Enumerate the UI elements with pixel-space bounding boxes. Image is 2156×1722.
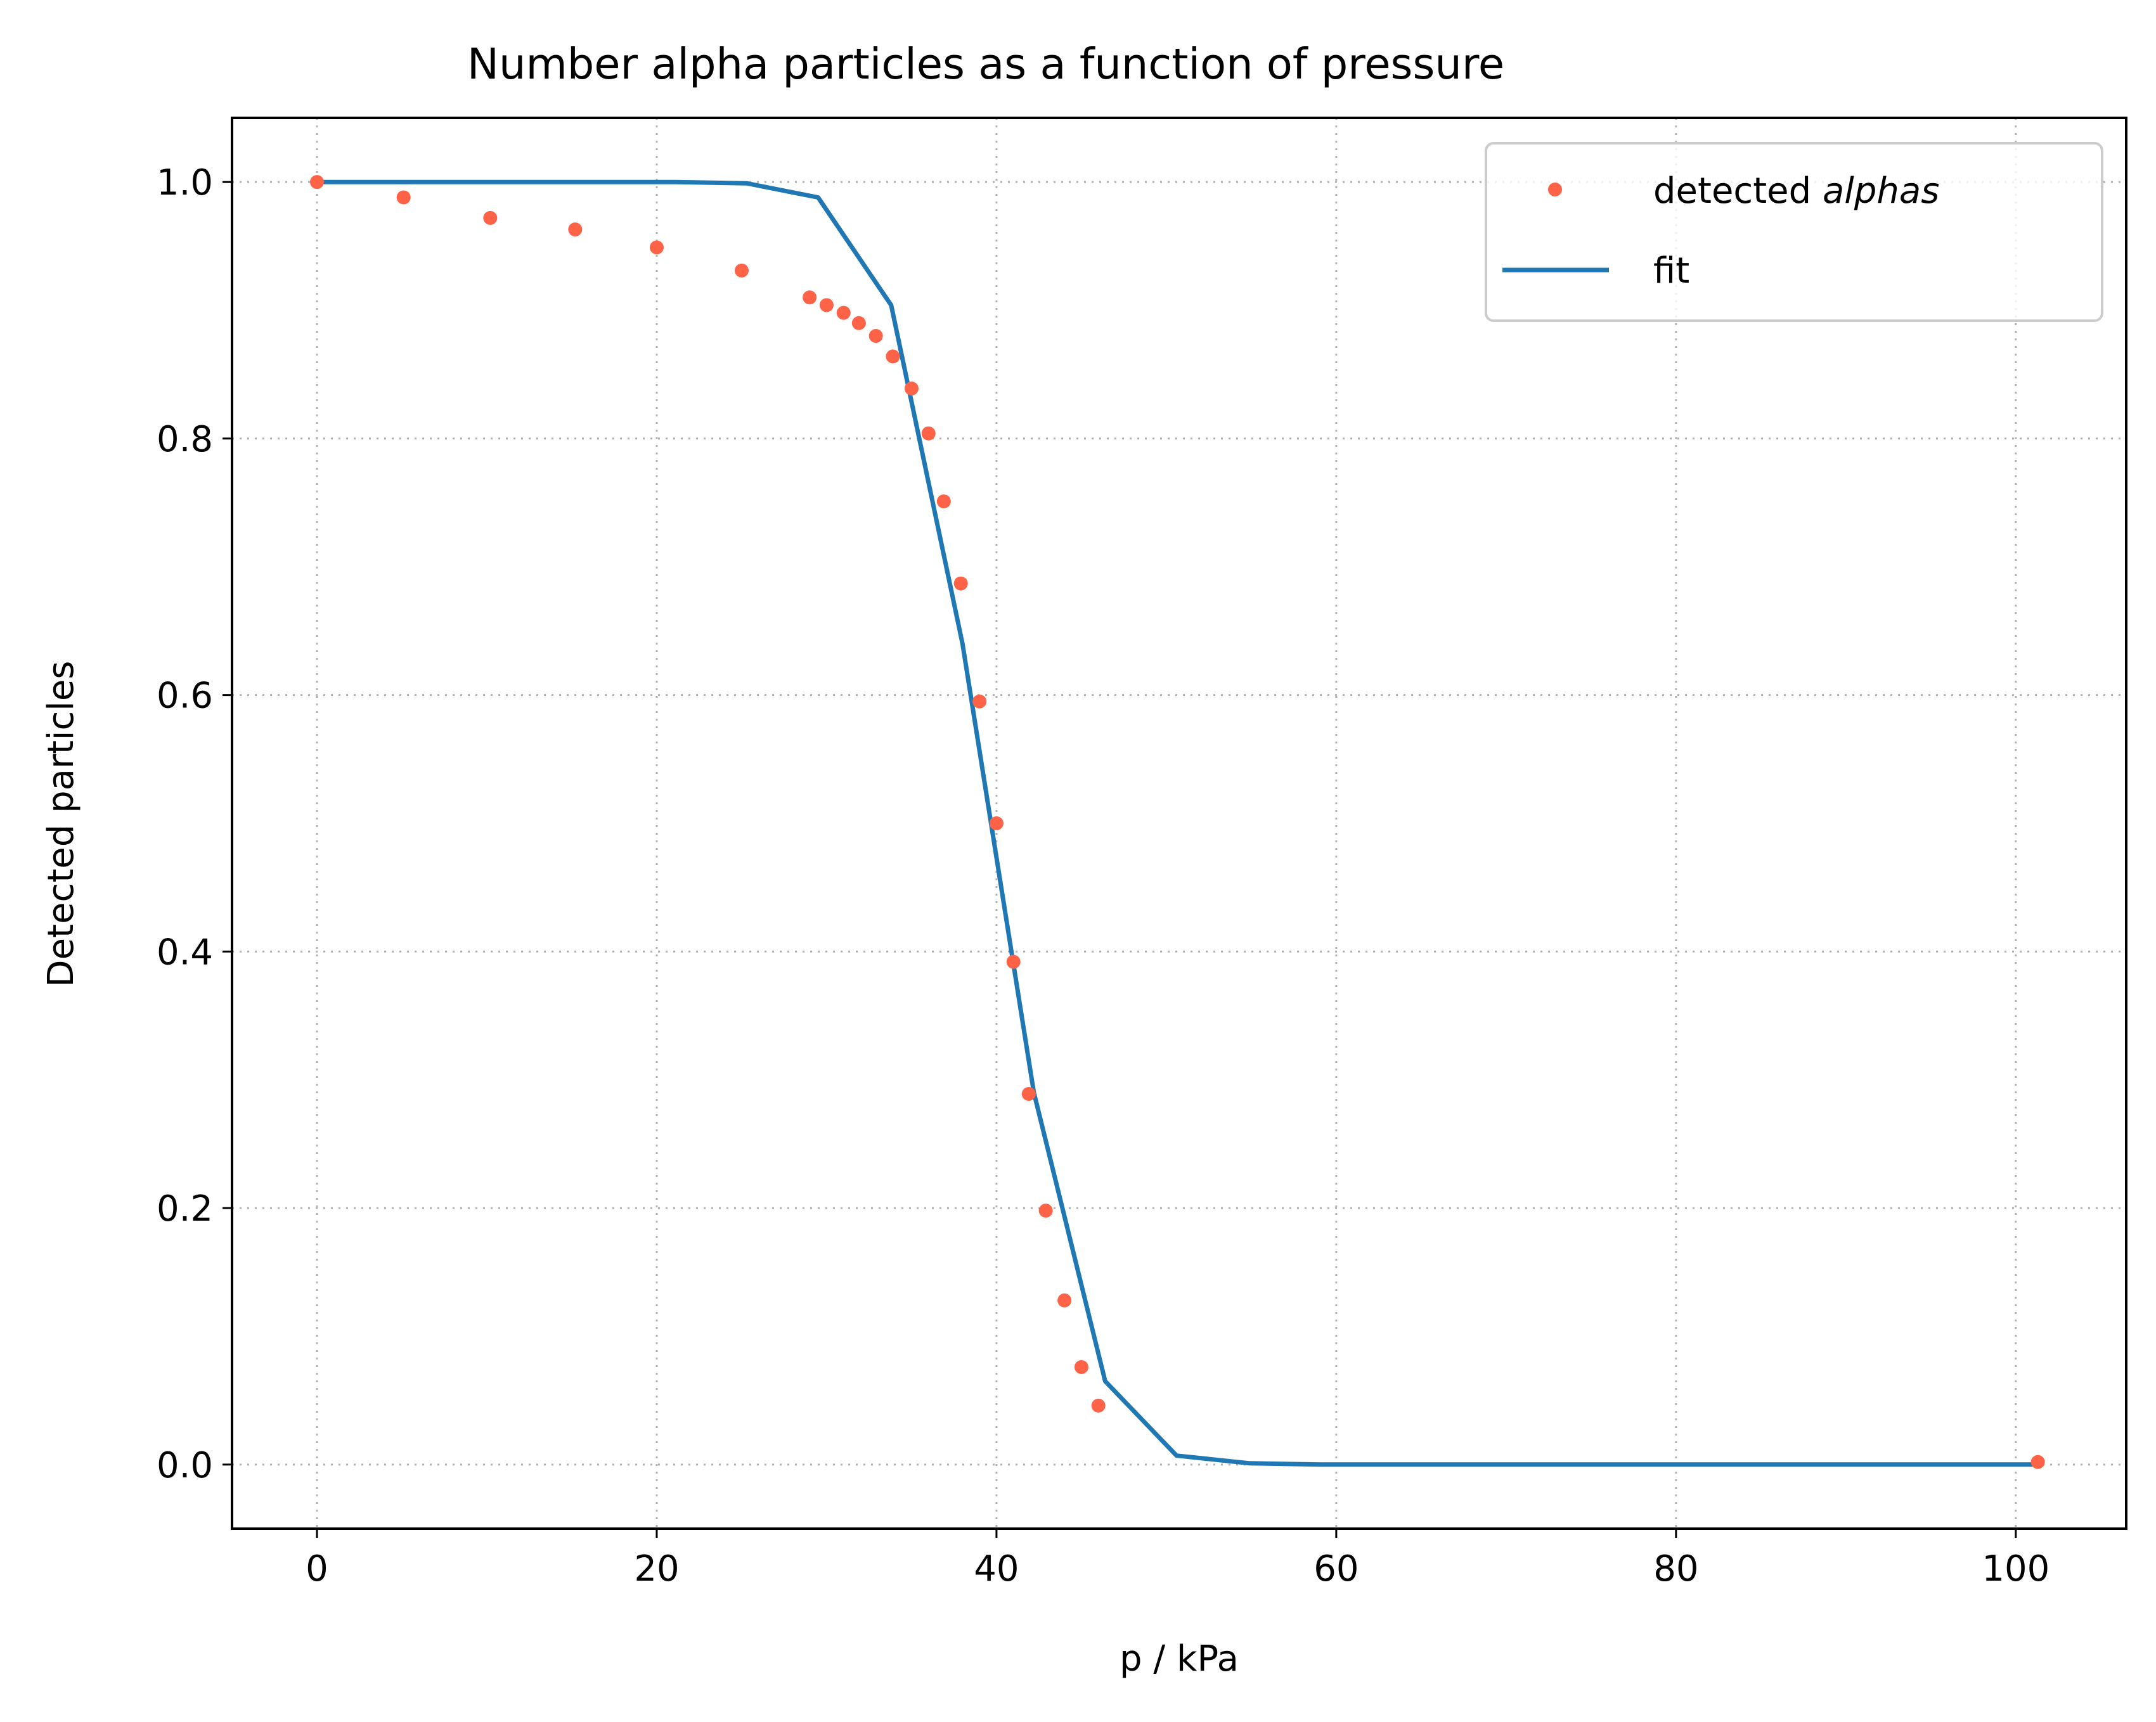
fit-series <box>317 179 2038 1467</box>
x-tick-label: 0 <box>306 1548 328 1590</box>
data-point <box>1091 1398 1106 1413</box>
data-point <box>886 349 900 364</box>
legend-label-points-prefix: detected <box>1653 170 1823 212</box>
y-axis-label: Detected particles <box>41 661 82 987</box>
chart-title: Number alpha particles as a function of … <box>467 39 1504 89</box>
legend-label-line: fit <box>1653 250 1689 292</box>
data-point <box>851 316 866 330</box>
data-point <box>1057 1293 1072 1308</box>
data-point <box>649 240 664 255</box>
legend: detected alphas fit <box>1485 142 2103 322</box>
data-point <box>734 263 749 278</box>
legend-frame <box>1485 142 2103 322</box>
data-point <box>904 381 919 395</box>
data-point <box>1038 1204 1053 1218</box>
x-tick-label: 20 <box>634 1548 679 1590</box>
x-tick-label: 60 <box>1314 1548 1359 1590</box>
legend-label-points-italic: alphas <box>1823 170 1939 212</box>
y-tick-label: 0.2 <box>157 1188 213 1230</box>
data-point <box>568 222 583 237</box>
legend-label-points: detected alphas <box>1653 170 1939 212</box>
x-tick-label: 100 <box>1982 1548 2049 1590</box>
data-point <box>836 305 851 320</box>
data-point <box>1021 1086 1036 1101</box>
data-point <box>972 694 987 709</box>
data-point <box>1006 954 1021 969</box>
y-tick-label: 0.4 <box>157 932 213 973</box>
data-point <box>396 190 411 205</box>
plot-frame <box>231 117 2127 1530</box>
data-point <box>953 576 968 591</box>
fit-line <box>317 179 2038 1467</box>
data-point <box>819 298 834 312</box>
y-tick-label: 1.0 <box>157 162 213 203</box>
y-tick-label: 0.6 <box>157 676 213 717</box>
legend-marker-points <box>1548 183 1562 196</box>
data-point <box>1074 1360 1088 1375</box>
x-tick-label: 80 <box>1653 1548 1698 1590</box>
y-axis-ticks: 0.0 0.2 0.4 0.6 0.8 1.0 <box>157 162 232 1486</box>
x-axis-label: p / kPa <box>1120 1638 1239 1680</box>
detected-alphas-series <box>309 175 2045 1469</box>
data-point <box>2030 1455 2045 1469</box>
data-point <box>936 494 951 509</box>
x-axis-ticks: 0 20 40 60 80 100 <box>306 1529 2049 1590</box>
data-point <box>483 210 498 225</box>
data-point <box>989 816 1004 830</box>
data-point <box>868 329 883 344</box>
data-point <box>803 290 817 305</box>
x-tick-label: 40 <box>974 1548 1019 1590</box>
y-tick-label: 0.8 <box>157 419 213 460</box>
data-point <box>309 175 324 190</box>
y-tick-label: 0.0 <box>157 1445 213 1486</box>
data-point <box>921 426 936 440</box>
